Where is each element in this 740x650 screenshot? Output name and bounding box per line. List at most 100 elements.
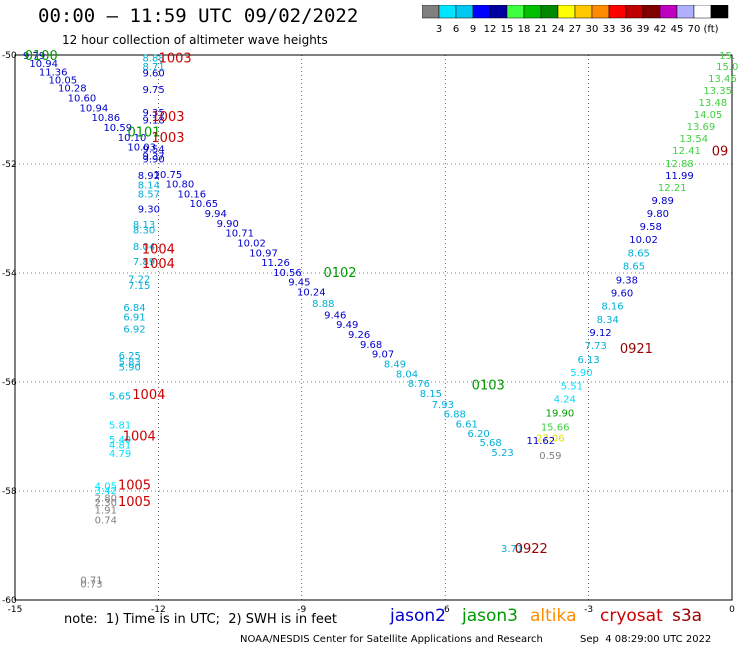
wave-height-point: 27.06 xyxy=(536,434,565,445)
wave-height-point: 5.68 xyxy=(479,438,501,449)
wave-height-point: 12.88 xyxy=(665,159,694,170)
wave-height-point: 9.38 xyxy=(616,276,638,287)
legend-jason3: jason3 xyxy=(462,606,518,626)
wave-height-point: 10.24 xyxy=(297,288,326,299)
wave-height-point: 0.73 xyxy=(80,580,102,591)
wave-height-point: 9.30 xyxy=(138,205,160,216)
wave-height-point: 10.02 xyxy=(237,238,266,249)
wave-height-point: 6.91 xyxy=(123,313,145,324)
time-label: 0102 xyxy=(323,266,356,281)
scale-label: 30 xyxy=(586,24,599,35)
x-tick-label: -3 xyxy=(584,605,593,615)
wave-height-point: 8.16 xyxy=(601,302,623,313)
wave-height-point: 10.28 xyxy=(58,84,87,95)
legend-altika: altika xyxy=(530,606,577,626)
wave-height-point: 10.10 xyxy=(118,133,147,144)
time-label: 1004 xyxy=(132,388,165,403)
scale-label: 9 xyxy=(470,24,476,35)
wave-height-point: 5.81 xyxy=(109,421,131,432)
wave-height-point: 9.58 xyxy=(640,222,662,233)
time-label: 1003 xyxy=(151,110,184,125)
wave-height-point: 0.59 xyxy=(539,451,561,462)
scale-swatch xyxy=(710,5,729,19)
timestamp-text: Sep 4 08:29:00 UTC 2022 xyxy=(580,634,712,645)
wave-height-point: 8.49 xyxy=(384,359,406,370)
wave-height-point: 7.73 xyxy=(585,341,607,352)
wave-height-point: 11.26 xyxy=(261,258,290,269)
wave-height-point: 2.30 xyxy=(95,498,117,509)
wave-height-point: 13.46 xyxy=(708,74,737,85)
scale-label: 21 xyxy=(535,24,548,35)
wave-height-point: 9.89 xyxy=(652,196,674,207)
wave-height-point: 10.71 xyxy=(225,229,254,240)
wave-height-point: 10.94 xyxy=(80,103,109,114)
wave-height-point: 10.02 xyxy=(629,235,658,246)
wave-height-point: 9.80 xyxy=(647,209,669,220)
scale-label: 70 xyxy=(688,24,701,35)
wave-height-point: 10.65 xyxy=(189,199,218,210)
wave-height-point: 10.97 xyxy=(249,248,278,259)
wave-height-point: 10.59 xyxy=(103,123,132,134)
wave-height-point: 15.66 xyxy=(541,423,570,434)
wave-height-point: 8.76 xyxy=(408,379,430,390)
wave-height-point: 8.71 xyxy=(142,62,164,73)
wave-height-point: 10.03 xyxy=(127,143,156,154)
wave-height-point: 9.68 xyxy=(360,340,382,351)
time-label: 0921 xyxy=(620,342,653,357)
wave-height-point: 9.37 xyxy=(142,151,164,162)
x-tick-label: -12 xyxy=(151,605,166,615)
scale-label: 42 xyxy=(654,24,667,35)
wave-height-point: 8.88 xyxy=(142,54,164,65)
wave-height-point: 8.04 xyxy=(133,242,155,253)
wave-height-point: 4.24 xyxy=(554,394,576,405)
x-tick-label: 0 xyxy=(729,605,735,615)
wave-height-point: 8.13 xyxy=(133,220,155,231)
time-label: 1005 xyxy=(118,495,151,510)
legend-s3a: s3a xyxy=(672,606,703,626)
scale-label: 6 xyxy=(453,24,459,35)
wave-height-point: 9.49 xyxy=(336,320,358,331)
wave-height-point: 15.0 xyxy=(716,62,738,73)
scale-label: 33 xyxy=(603,24,616,35)
plot-frame xyxy=(14,54,733,601)
wave-height-point: 9.46 xyxy=(324,310,346,321)
credit-text: NOAA/NESDIS Center for Satellite Applica… xyxy=(240,634,543,645)
wave-height-point: 10.94 xyxy=(29,59,58,70)
wave-height-point: 6.25 xyxy=(119,351,141,362)
x-tick-label: -9 xyxy=(297,605,306,615)
wave-height-point: 4.05 xyxy=(95,482,117,493)
wave-height-point: 15. xyxy=(719,51,735,62)
time-label: 1003 xyxy=(151,131,184,146)
wave-height-point: 10.86 xyxy=(91,113,120,124)
wave-height-point: 8.14 xyxy=(138,181,160,192)
wave-height-point: 6.88 xyxy=(444,410,466,421)
wave-height-point: 5.40 xyxy=(109,435,131,446)
scale-label: (ft) xyxy=(703,24,718,35)
wave-height-point: 10.16 xyxy=(178,189,207,200)
wave-height-point: 10.80 xyxy=(166,180,195,191)
wave-height-point: 9.26 xyxy=(348,330,370,341)
wave-height-point: 9.54 xyxy=(142,145,164,156)
wave-height-point: 19.90 xyxy=(546,409,575,420)
wave-height-point: 9.45 xyxy=(288,278,310,289)
wave-height-point: 10.56 xyxy=(273,268,302,279)
wave-height-point: 8.57 xyxy=(138,189,160,200)
wave-height-point: 7.15 xyxy=(128,281,150,292)
y-tick-label: -58 xyxy=(2,487,17,497)
wave-height-point: 5.51 xyxy=(561,381,583,392)
wave-height-point: 6.84 xyxy=(123,303,145,314)
scale-label: 27 xyxy=(569,24,582,35)
wave-height-point: 12.41 xyxy=(672,146,701,157)
legend-cryosat: cryosat xyxy=(600,606,663,626)
wave-height-point: 1.91 xyxy=(95,506,117,517)
scale-label: 36 xyxy=(620,24,633,35)
y-tick-label: -54 xyxy=(2,269,17,279)
wave-height-point: 5.83 xyxy=(119,357,141,368)
scale-label: 15 xyxy=(501,24,514,35)
scale-label: 12 xyxy=(484,24,497,35)
wave-height-point: 11.99 xyxy=(665,171,694,182)
wave-height-point: 9.94 xyxy=(205,209,227,220)
scale-label: 24 xyxy=(552,24,565,35)
scale-label: 3 xyxy=(436,24,442,35)
